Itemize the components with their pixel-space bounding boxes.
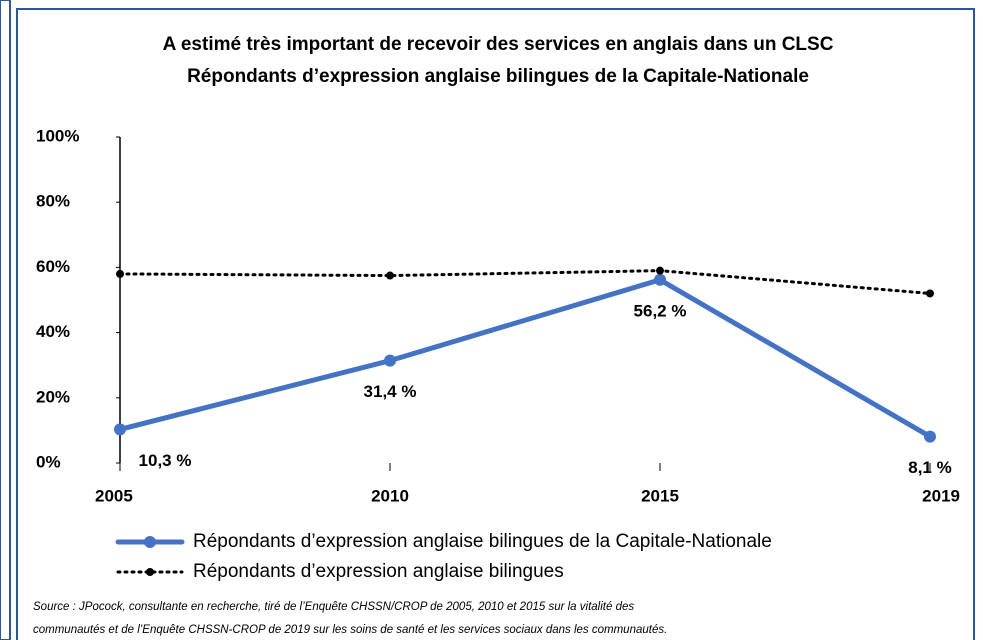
data-label: 10,3 % [139, 451, 192, 470]
x-tick-label: 2019 [922, 486, 960, 505]
point [386, 271, 394, 280]
legend-label: Répondants d’expression anglaise bilingu… [193, 531, 772, 552]
x-tick-label: 2010 [371, 486, 409, 505]
y-tick-label: 20% [36, 387, 70, 406]
point [384, 354, 396, 367]
x-tick-label: 2015 [641, 486, 679, 505]
legend-label: Répondants d’expression anglaise bilingu… [193, 561, 564, 582]
y-tick-label: 60% [36, 257, 70, 276]
series-line [118, 269, 932, 295]
side-frame [0, 0, 11, 640]
point [926, 289, 934, 298]
point [116, 269, 124, 278]
y-tick-label: 100% [36, 126, 79, 145]
point [114, 423, 126, 436]
y-tick-label: 80% [36, 192, 70, 211]
source: Source : JPocock, consultante en recherc… [33, 601, 634, 613]
frame [16, 8, 975, 640]
data-label: 31,4 % [364, 382, 417, 401]
chart-title: A estimé très important de recevoir des … [163, 34, 834, 55]
legend-marker [144, 536, 156, 548]
x-tick-label: 2005 [95, 486, 133, 505]
y-tick-label: 40% [36, 322, 70, 341]
point [656, 266, 664, 275]
source: communautés et de l’Enquête CHSSN-CROP d… [33, 624, 667, 636]
data-label: 56,2 % [634, 301, 687, 320]
series-line [117, 277, 933, 440]
point [654, 273, 666, 286]
chart-title: Répondants d’expression anglaise bilingu… [187, 66, 809, 87]
y-tick-label: 0% [36, 452, 61, 471]
point [924, 430, 936, 443]
data-label: 8,1 % [908, 458, 951, 477]
legend-marker [146, 568, 154, 576]
